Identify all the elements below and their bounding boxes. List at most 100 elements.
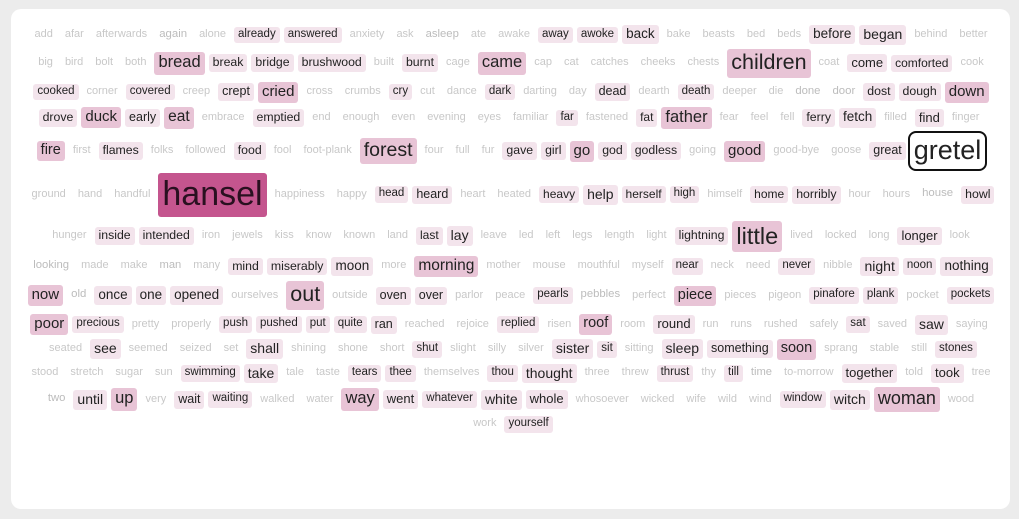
cloud-word[interactable]: help [583, 184, 618, 205]
cloud-word[interactable]: add [34, 27, 53, 40]
cloud-word[interactable]: back [622, 25, 659, 45]
cloud-word[interactable]: little [732, 220, 783, 252]
cloud-word[interactable]: pockets [946, 287, 995, 305]
cloud-word[interactable]: left [545, 229, 561, 242]
cloud-word[interactable]: threw [621, 366, 649, 379]
cloud-word[interactable]: emptied [252, 109, 305, 127]
cloud-word[interactable]: corner [86, 85, 118, 97]
cloud-word[interactable]: poor [30, 314, 69, 336]
cloud-word[interactable]: opened [170, 286, 224, 306]
cloud-word[interactable]: very [145, 392, 167, 405]
cloud-word[interactable]: pigeon [768, 288, 802, 301]
cloud-word[interactable]: sprang [824, 342, 858, 355]
cloud-word[interactable]: house [922, 187, 954, 200]
cloud-word[interactable]: cook [960, 56, 984, 69]
cloud-word[interactable]: outside [332, 288, 368, 301]
cloud-word[interactable]: old [71, 288, 87, 301]
cloud-word[interactable]: whole [525, 390, 568, 409]
cloud-word[interactable]: once [94, 286, 132, 306]
cloud-word[interactable]: afterwards [95, 27, 148, 40]
cloud-word[interactable]: water [306, 392, 334, 405]
cloud-word[interactable]: white [480, 389, 522, 410]
cloud-word[interactable]: more [381, 259, 407, 272]
cloud-word[interactable]: sun [154, 366, 173, 379]
cloud-word[interactable]: precious [72, 316, 124, 334]
cloud-word[interactable]: fire [36, 140, 65, 162]
cloud-word[interactable]: lived [790, 229, 813, 242]
cloud-word[interactable]: room [620, 317, 646, 330]
cloud-word[interactable]: asleep [425, 27, 459, 40]
cloud-word[interactable]: flames [98, 142, 143, 160]
cloud-word[interactable]: hours [882, 187, 911, 200]
cloud-word[interactable]: until [73, 389, 108, 410]
cloud-word[interactable]: thou [487, 365, 518, 382]
cloud-word[interactable]: pearls [533, 287, 573, 305]
cloud-word[interactable]: silver [518, 342, 544, 355]
cloud-word[interactable]: fetch [839, 108, 877, 128]
cloud-word[interactable]: full [455, 143, 470, 156]
cloud-word[interactable]: cooked [33, 83, 79, 101]
cloud-word[interactable]: need [745, 259, 771, 272]
cloud-word[interactable]: covered [125, 83, 175, 101]
cloud-word[interactable]: locked [824, 229, 857, 242]
cloud-word[interactable]: see [90, 339, 121, 360]
cloud-word[interactable]: seized [179, 342, 212, 355]
cloud-word[interactable]: land [387, 229, 408, 242]
cloud-word[interactable]: near [671, 258, 703, 275]
cloud-word[interactable]: taste [316, 366, 340, 379]
cloud-word[interactable]: going [689, 143, 717, 156]
cloud-word[interactable]: beasts [702, 27, 735, 40]
cloud-word[interactable]: fool [273, 143, 292, 156]
cloud-word[interactable]: gretel [907, 131, 988, 171]
cloud-word[interactable]: inside [94, 227, 135, 246]
cloud-word[interactable]: three [584, 366, 610, 379]
cloud-word[interactable]: heated [497, 187, 532, 200]
cloud-word[interactable]: legs [572, 229, 593, 242]
cloud-word[interactable]: hunger [52, 229, 87, 242]
cloud-word[interactable]: light [646, 229, 667, 242]
cloud-word[interactable]: tale [286, 366, 304, 379]
cloud-word[interactable]: saying [955, 317, 988, 330]
cloud-word[interactable]: creep [182, 85, 211, 97]
cloud-word[interactable]: cut [420, 85, 435, 97]
cloud-word[interactable]: ground [31, 187, 66, 200]
cloud-word[interactable]: coat [818, 56, 840, 69]
cloud-word[interactable]: short [379, 342, 405, 355]
cloud-word[interactable]: cross [306, 85, 333, 97]
cloud-word[interactable]: saved [877, 317, 907, 330]
cloud-word[interactable]: miserably [266, 257, 328, 276]
cloud-word[interactable]: intended [138, 227, 194, 246]
cloud-word[interactable]: themselves [423, 366, 480, 379]
cloud-word[interactable]: beds [777, 27, 802, 40]
cloud-word[interactable]: seemed [128, 342, 168, 355]
cloud-word[interactable]: way [341, 388, 379, 412]
cloud-word[interactable]: tree [971, 366, 991, 379]
cloud-word[interactable]: father [661, 106, 712, 130]
cloud-word[interactable]: head [374, 186, 409, 204]
cloud-word[interactable]: up [111, 388, 138, 412]
cloud-word[interactable]: put [305, 316, 330, 334]
cloud-word[interactable]: far [556, 109, 578, 127]
cloud-word[interactable]: bridge [251, 54, 294, 73]
cloud-word[interactable]: bird [64, 56, 84, 69]
cloud-word[interactable]: stones [935, 340, 977, 358]
cloud-word[interactable]: followed [185, 143, 226, 156]
cloud-word[interactable]: time [750, 366, 773, 379]
cloud-word[interactable]: goose [831, 143, 862, 156]
cloud-word[interactable]: first [72, 143, 91, 156]
cloud-word[interactable]: familiar [512, 110, 549, 123]
cloud-word[interactable]: down [944, 81, 989, 103]
cloud-word[interactable]: answered [283, 26, 342, 44]
cloud-word[interactable]: food [233, 142, 266, 160]
cloud-word[interactable]: heart [460, 187, 486, 200]
cloud-word[interactable]: lightning [674, 227, 729, 246]
cloud-word[interactable]: come [847, 53, 888, 73]
cloud-word[interactable]: afar [64, 27, 84, 40]
cloud-word[interactable]: jewels [232, 229, 263, 242]
cloud-word[interactable]: came [477, 51, 527, 75]
cloud-word[interactable]: already [233, 26, 280, 44]
cloud-word[interactable]: many [193, 259, 221, 272]
cloud-word[interactable]: walked [260, 392, 295, 405]
cloud-word[interactable]: now [27, 285, 64, 307]
cloud-word[interactable]: death [677, 83, 715, 101]
